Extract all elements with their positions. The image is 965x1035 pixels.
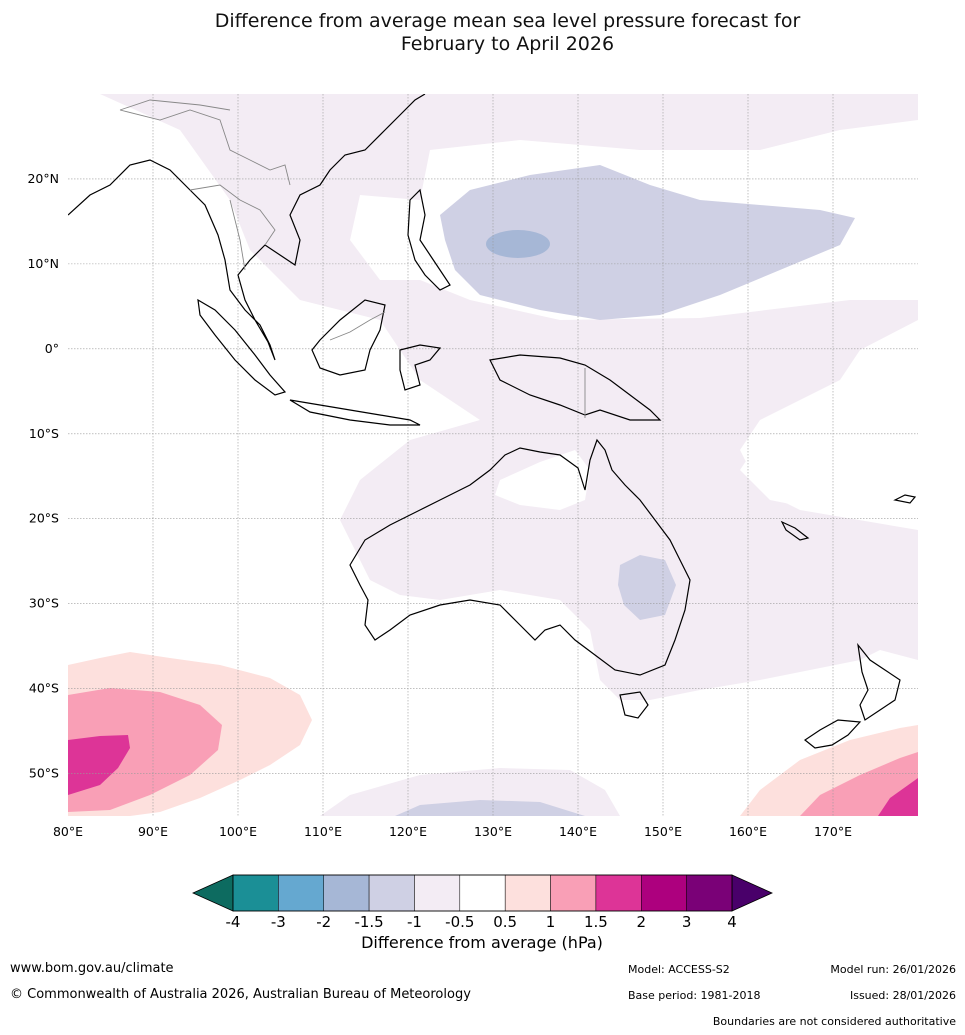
colorbar: -4 -3 -2 -1.5 -1 -0.5 0.5 1 1.5 2 3 4 Difference fr…	[192, 874, 773, 952]
latitude-label: 0°	[45, 341, 59, 356]
longitude-label: 150°E	[644, 824, 682, 839]
asia-borders	[119, 99, 291, 271]
colorbar-tick-label: -3	[271, 913, 286, 931]
anomaly-region-light-purple-patch	[395, 800, 585, 816]
anomaly-region-sio-magenta	[68, 735, 130, 795]
model-run-text: Model run: 26/01/2026	[830, 963, 956, 976]
longitude-label: 110°E	[304, 824, 342, 839]
colorbar-segment	[414, 874, 461, 912]
colorbar-tick-label: 1	[546, 913, 556, 931]
colorbar-tick-labels: -4 -3 -2 -1.5 -1 -0.5 0.5 1 1.5 2 3 4	[226, 913, 737, 931]
latitude-label: 20°S	[29, 511, 59, 526]
sumatra-coastline	[197, 298, 287, 396]
new-zealand-south-coastline	[803, 719, 862, 749]
colorbar-extend-high	[731, 874, 773, 912]
latitude-label: 20°N	[27, 171, 59, 186]
colorbar-title: Difference from average (hPa)	[361, 933, 603, 952]
country-borders	[119, 99, 586, 418]
longitude-label: 90°E	[138, 824, 168, 839]
anomaly-region-western-pacific-low	[440, 165, 855, 320]
gridlines	[68, 94, 918, 816]
australia-coastline	[349, 438, 691, 676]
latitude-label: 30°S	[29, 596, 59, 611]
anomaly-region-philippine-sea-core	[486, 230, 550, 258]
borneo-border	[329, 311, 386, 341]
longitude-label: 80°E	[53, 824, 83, 839]
longitude-label: 100°E	[219, 824, 257, 839]
anomaly-region-neutral-east	[740, 350, 918, 515]
disclaimer-text: Boundaries are not considered authoritat…	[712, 1015, 956, 1028]
longitude-label: 140°E	[559, 824, 597, 839]
tasmania-coastline	[619, 691, 649, 719]
colorbar-extend-low	[192, 874, 234, 912]
colorbar-segments	[232, 874, 733, 912]
latitude-label: 40°S	[29, 681, 59, 696]
colorbar-segment	[504, 874, 551, 912]
colorbar-segment	[278, 874, 324, 912]
sulawesi-coastline	[399, 344, 442, 391]
colorbar-segment	[641, 874, 687, 912]
colorbar-segment	[550, 874, 597, 912]
coastlines	[68, 94, 917, 749]
colorbar-segment	[323, 874, 370, 912]
website-link[interactable]: www.bom.gov.au/climate	[10, 961, 174, 976]
colorbar-tick-label: 3	[682, 913, 692, 931]
anomaly-region-light-purple	[100, 94, 918, 700]
longitude-labels: 80°E 90°E 100°E 110°E 120°E 130°E 140°E 150°E 16…	[53, 824, 852, 839]
philippines-coastline	[407, 188, 451, 291]
base-period-text: Base period: 1981-2018	[628, 989, 761, 1002]
colorbar-tick-label: 0.5	[493, 913, 517, 931]
colorbar-tick-label: 2	[636, 913, 646, 931]
title-line-1: Difference from average mean sea level p…	[214, 10, 801, 32]
chart-title: Difference from average mean sea level p…	[0, 10, 965, 56]
title-line-2: February to April 2026	[400, 33, 615, 55]
new-caledonia-coastline	[780, 520, 810, 541]
java-coastline	[289, 399, 421, 426]
anomaly-region-tasman-pink	[800, 752, 918, 816]
latitude-label: 10°N	[27, 256, 59, 271]
colorbar-segment	[595, 874, 642, 912]
colorbar-outline	[232, 874, 733, 912]
anomaly-region-sio-pink	[68, 688, 222, 812]
asia-coastline	[68, 94, 426, 361]
colorbar-segment	[459, 874, 506, 912]
colorbar-tick-label: -1.5	[354, 913, 383, 931]
longitude-label: 130°E	[474, 824, 512, 839]
borneo-coastline	[311, 299, 386, 376]
colorbar-segment	[686, 874, 733, 912]
map-frame	[68, 94, 918, 816]
colorbar-segment	[368, 874, 415, 912]
colorbar-tick-label: -2	[316, 913, 331, 931]
latitude-label: 10°S	[29, 426, 59, 441]
anomaly-region-tasman-magenta	[878, 778, 918, 816]
model-text: Model: ACCESS-S2	[628, 963, 730, 976]
colorbar-tick-label: 1.5	[584, 913, 608, 931]
new-guinea-coastline	[489, 354, 662, 421]
colorbar-segment	[232, 874, 279, 912]
longitude-label: 160°E	[729, 824, 767, 839]
colorbar-tick-label: -1	[407, 913, 422, 931]
colorbar-tick-label: 4	[727, 913, 737, 931]
copyright-text: © Commonwealth of Australia 2026, Austra…	[10, 987, 471, 1002]
new-zealand-north-coastline	[857, 642, 901, 721]
latitude-labels: 20°N 10°N 0° 10°S 20°S 30°S 40°S 50°S	[27, 171, 59, 781]
longitude-label: 170°E	[814, 824, 852, 839]
issued-text: Issued: 28/01/2026	[849, 989, 956, 1002]
colorbar-tick-label: -4	[226, 913, 241, 931]
colorbar-tick-label: -0.5	[445, 913, 474, 931]
anomaly-region-light-purple-top	[230, 94, 380, 130]
longitude-label: 120°E	[389, 824, 427, 839]
anomaly-region-neutral	[495, 450, 590, 510]
latitude-label: 50°S	[29, 766, 59, 781]
fiji-coastline	[893, 494, 917, 504]
